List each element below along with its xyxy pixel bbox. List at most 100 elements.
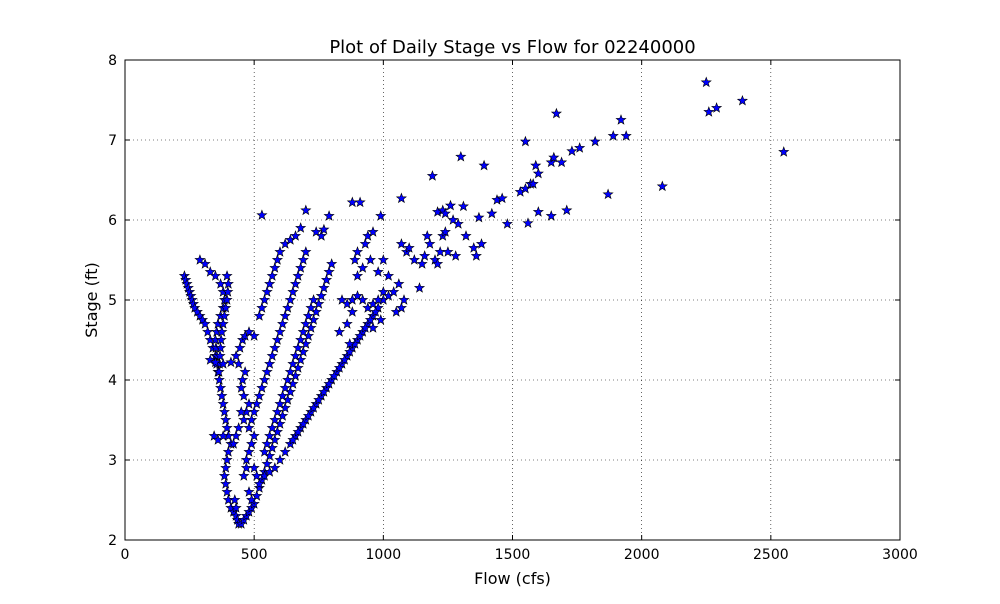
data-point bbox=[607, 130, 619, 141]
data-point bbox=[302, 310, 314, 321]
data-point bbox=[256, 209, 268, 220]
data-point bbox=[220, 478, 232, 489]
data-point bbox=[289, 230, 302, 241]
data-point bbox=[589, 135, 601, 147]
data-point bbox=[339, 354, 351, 365]
data-point bbox=[656, 180, 668, 192]
axis-ticks: 0 500 1000 1500 2000 2500 3000 2 3 4 5 6 7 8 bbox=[108, 53, 918, 563]
data-point bbox=[246, 438, 258, 449]
data-point bbox=[359, 238, 371, 249]
data-point bbox=[222, 446, 234, 457]
data-point bbox=[202, 326, 214, 337]
y-tick-label: 3 bbox=[108, 453, 117, 469]
data-point bbox=[328, 370, 340, 381]
data-point bbox=[261, 366, 273, 377]
data-point bbox=[271, 334, 283, 345]
data-point bbox=[221, 486, 233, 497]
data-point bbox=[574, 142, 586, 153]
data-point bbox=[218, 310, 231, 321]
data-point bbox=[300, 204, 312, 216]
data-point bbox=[221, 294, 233, 305]
data-point bbox=[213, 374, 225, 385]
data-point bbox=[217, 398, 229, 409]
data-point bbox=[395, 302, 407, 313]
data-points bbox=[178, 76, 790, 529]
data-point bbox=[295, 262, 307, 273]
data-point bbox=[214, 350, 226, 361]
data-point bbox=[216, 390, 228, 401]
data-point bbox=[354, 196, 366, 208]
data-point bbox=[421, 230, 433, 241]
data-point bbox=[194, 254, 206, 265]
data-point bbox=[221, 422, 233, 433]
data-point bbox=[236, 374, 249, 385]
data-point bbox=[213, 366, 225, 377]
data-point bbox=[292, 342, 304, 353]
data-point bbox=[261, 438, 273, 449]
data-point bbox=[439, 226, 451, 237]
data-point bbox=[284, 366, 296, 377]
data-point bbox=[220, 414, 232, 425]
data-point bbox=[473, 211, 485, 223]
data-point bbox=[284, 294, 296, 305]
data-point bbox=[261, 458, 273, 469]
data-point bbox=[370, 306, 382, 317]
data-point bbox=[230, 350, 242, 361]
data-point bbox=[248, 330, 260, 341]
data-point bbox=[357, 262, 369, 273]
data-point bbox=[602, 188, 614, 200]
x-tick-label: 2000 bbox=[624, 547, 660, 563]
data-point bbox=[377, 254, 389, 265]
data-point bbox=[264, 430, 276, 441]
data-point bbox=[349, 254, 361, 265]
data-point bbox=[550, 107, 562, 119]
data-point bbox=[274, 326, 286, 337]
data-point bbox=[221, 454, 233, 465]
data-point bbox=[266, 270, 278, 281]
data-point bbox=[274, 398, 286, 409]
data-point bbox=[253, 482, 265, 493]
data-point bbox=[287, 434, 299, 445]
data-point bbox=[274, 246, 286, 257]
data-point bbox=[221, 270, 233, 281]
data-point bbox=[287, 286, 299, 297]
data-point bbox=[243, 486, 255, 497]
data-point bbox=[243, 446, 255, 457]
data-point bbox=[444, 199, 457, 211]
data-point bbox=[364, 254, 376, 265]
data-point bbox=[395, 238, 407, 249]
data-point bbox=[239, 366, 251, 377]
x-tick-label: 500 bbox=[241, 547, 268, 563]
data-point bbox=[246, 494, 258, 505]
data-point bbox=[269, 414, 281, 425]
data-point bbox=[238, 390, 250, 401]
data-point bbox=[532, 167, 544, 179]
data-point bbox=[486, 207, 498, 219]
data-point bbox=[318, 223, 330, 235]
data-point bbox=[279, 310, 291, 321]
data-point bbox=[475, 238, 488, 249]
data-point bbox=[305, 302, 317, 313]
data-point bbox=[258, 294, 271, 305]
data-point bbox=[442, 246, 454, 257]
data-point bbox=[424, 238, 436, 249]
data-point bbox=[545, 210, 557, 221]
data-point bbox=[620, 130, 632, 141]
data-point bbox=[450, 250, 462, 261]
data-point bbox=[320, 274, 333, 285]
data-point bbox=[279, 446, 291, 457]
data-point bbox=[209, 356, 221, 368]
y-tick-label: 5 bbox=[108, 293, 117, 309]
y-tick-label: 8 bbox=[108, 53, 117, 69]
data-point bbox=[279, 382, 291, 393]
data-point bbox=[398, 294, 410, 305]
data-point bbox=[372, 294, 384, 305]
data-point bbox=[308, 402, 320, 413]
data-point bbox=[215, 382, 227, 393]
data-point bbox=[274, 454, 286, 465]
chart-title: Plot of Daily Stage vs Flow for 02240000 bbox=[329, 37, 695, 58]
data-point bbox=[253, 390, 265, 401]
data-point bbox=[297, 418, 309, 429]
data-point bbox=[295, 334, 307, 345]
data-point bbox=[282, 374, 294, 385]
